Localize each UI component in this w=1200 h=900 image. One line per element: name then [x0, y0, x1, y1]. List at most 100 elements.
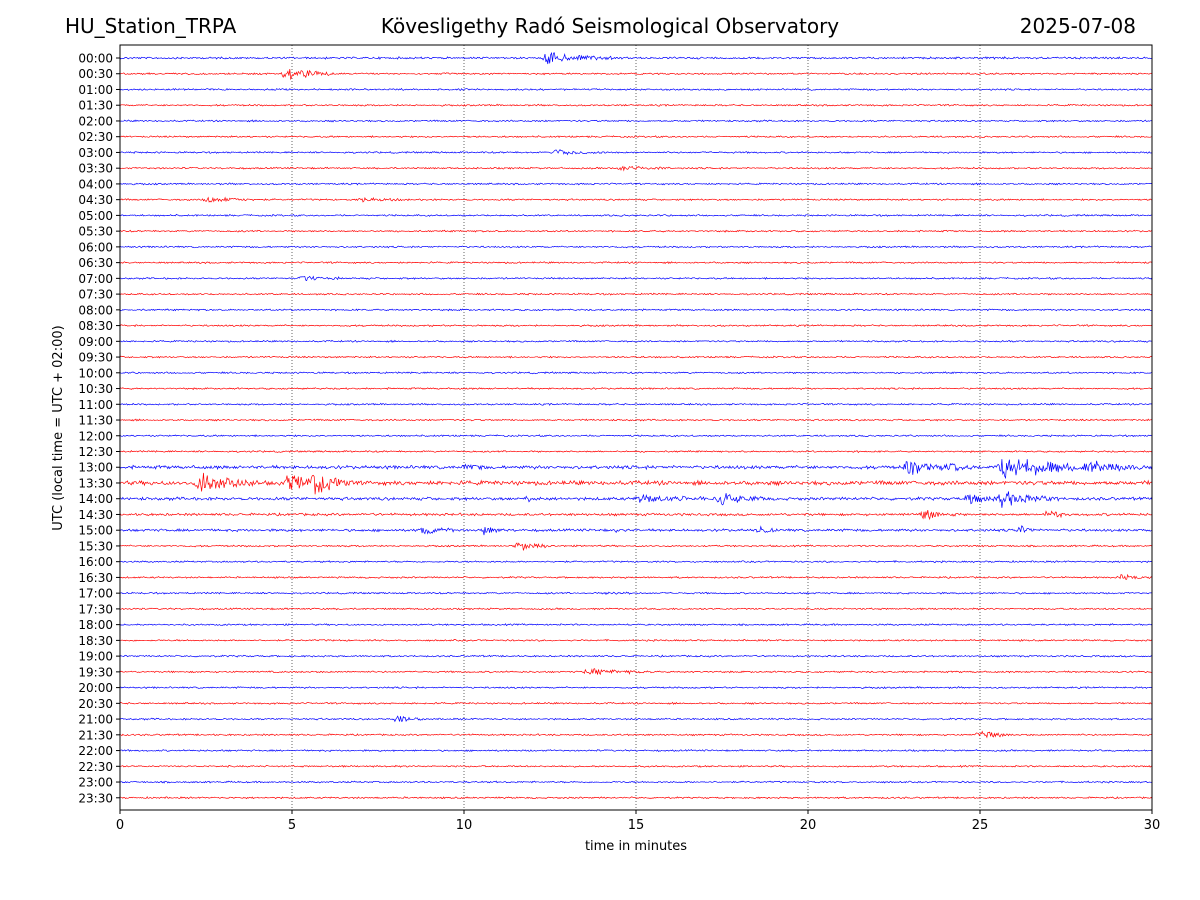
trace-23:30: [119, 796, 1153, 800]
x-tick-label-10: 10: [456, 818, 473, 833]
y-tick-label-04:30: 04:30: [78, 193, 113, 207]
trace-10:30: [119, 387, 1153, 391]
chart-title: Kövesligethy Radó Seismological Observat…: [380, 14, 840, 38]
trace-13:30: [119, 472, 1153, 495]
y-tick-label-20:00: 20:00: [78, 681, 113, 695]
trace-10:00: [119, 371, 1153, 375]
y-tick-label-00:00: 00:00: [78, 52, 113, 66]
trace-06:00: [119, 245, 1153, 249]
x-tick-label-15: 15: [628, 818, 645, 833]
y-tick-label-13:30: 13:30: [78, 476, 113, 490]
trace-06:30: [119, 261, 1153, 265]
y-tick-label-21:00: 21:00: [78, 713, 113, 727]
x-tick-label-30: 30: [1144, 818, 1161, 833]
y-tick-label-10:30: 10:30: [78, 382, 113, 396]
y-tick-label-08:30: 08:30: [78, 319, 113, 333]
trace-11:00: [119, 402, 1153, 406]
y-tick-label-05:00: 05:00: [78, 209, 113, 223]
trace-20:30: [119, 701, 1152, 705]
grid-layer: [291, 45, 981, 810]
y-tick-label-19:30: 19:30: [78, 665, 113, 679]
trace-04:30: [119, 196, 1153, 203]
trace-12:30: [120, 449, 1153, 454]
y-tick-label-03:00: 03:00: [78, 146, 113, 160]
trace-16:00: [119, 560, 1153, 564]
y-tick-label-16:00: 16:00: [78, 555, 113, 569]
trace-08:00: [119, 308, 1153, 312]
y-tick-label-07:00: 07:00: [78, 272, 113, 286]
trace-21:30: [119, 730, 1153, 739]
y-tick-label-19:00: 19:00: [78, 650, 113, 664]
y-tick-label-12:00: 12:00: [78, 429, 113, 443]
y-tick-label-23:30: 23:30: [78, 791, 113, 805]
y-tick-label-21:30: 21:30: [78, 728, 113, 742]
x-tick-label-20: 20: [800, 818, 817, 833]
trace-21:00: [119, 715, 1153, 723]
trace-19:30: [119, 668, 1153, 676]
trace-14:00: [119, 491, 1153, 508]
y-tick-label-05:30: 05:30: [78, 225, 113, 239]
y-tick-label-08:00: 08:00: [78, 303, 113, 317]
y-tick-label-01:30: 01:30: [78, 99, 113, 113]
trace-14:30: [119, 510, 1153, 521]
y-tick-label-12:30: 12:30: [78, 445, 113, 459]
trace-02:00: [119, 119, 1153, 123]
trace-12:00: [119, 434, 1153, 438]
y-tick-label-13:00: 13:00: [78, 461, 113, 475]
x-tick-label-5: 5: [288, 818, 296, 833]
y-tick-label-18:30: 18:30: [78, 634, 113, 648]
y-tick-label-06:00: 06:00: [78, 240, 113, 254]
trace-01:30: [119, 103, 1153, 107]
trace-08:30: [119, 324, 1153, 328]
trace-05:00: [119, 213, 1153, 217]
y-tick-label-14:30: 14:30: [78, 508, 113, 522]
trace-20:00: [119, 686, 1153, 690]
y-tick-label-10:00: 10:00: [78, 366, 113, 380]
trace-23:00: [119, 780, 1153, 784]
y-tick-label-11:30: 11:30: [78, 414, 113, 428]
y-tick-label-15:30: 15:30: [78, 539, 113, 553]
x-tick-label-0: 0: [116, 818, 124, 833]
y-axis-label: UTC (local time = UTC + 02:00): [51, 325, 66, 530]
trace-18:30: [120, 638, 1153, 642]
chart-date: 2025-07-08: [1019, 14, 1136, 38]
trace-00:00: [119, 51, 1152, 65]
y-tick-label-15:00: 15:00: [78, 524, 113, 538]
y-tick-label-03:30: 03:30: [78, 162, 113, 176]
y-tick-label-14:00: 14:00: [78, 492, 113, 506]
trace-05:30: [119, 229, 1153, 233]
trace-07:30: [119, 292, 1153, 296]
trace-00:30: [119, 68, 1153, 81]
y-tick-label-07:30: 07:30: [78, 288, 113, 302]
trace-13:00: [119, 459, 1153, 480]
trace-layer: [119, 51, 1153, 800]
plot-frame: [119, 44, 1153, 811]
y-tick-label-18:00: 18:00: [78, 618, 113, 632]
y-tick-label-01:00: 01:00: [78, 83, 113, 97]
y-tick-label-20:30: 20:30: [78, 697, 113, 711]
x-tick-label-25: 25: [972, 818, 989, 833]
trace-15:00: [119, 525, 1153, 536]
y-tick-label-17:00: 17:00: [78, 587, 113, 601]
trace-01:00: [119, 87, 1153, 92]
y-tick-label-17:30: 17:30: [78, 602, 113, 616]
trace-22:00: [120, 749, 1153, 753]
trace-17:00: [120, 591, 1153, 596]
trace-03:00: [120, 149, 1153, 156]
trace-17:30: [119, 607, 1153, 611]
station-name: HU_Station_TRPA: [65, 14, 237, 38]
y-tick-label-02:00: 02:00: [78, 114, 113, 128]
x-axis-label: time in minutes: [585, 839, 687, 854]
trace-09:00: [119, 339, 1153, 343]
y-tick-label-16:30: 16:30: [78, 571, 113, 585]
y-tick-label-11:00: 11:00: [78, 398, 113, 412]
y-tick-label-22:30: 22:30: [78, 760, 113, 774]
y-tick-label-00:30: 00:30: [78, 67, 113, 81]
trace-22:30: [119, 764, 1153, 768]
y-tick-label-06:30: 06:30: [78, 256, 113, 270]
trace-07:00: [119, 275, 1153, 281]
y-tick-label-09:30: 09:30: [78, 351, 113, 365]
y-tick-label-09:00: 09:00: [78, 335, 113, 349]
